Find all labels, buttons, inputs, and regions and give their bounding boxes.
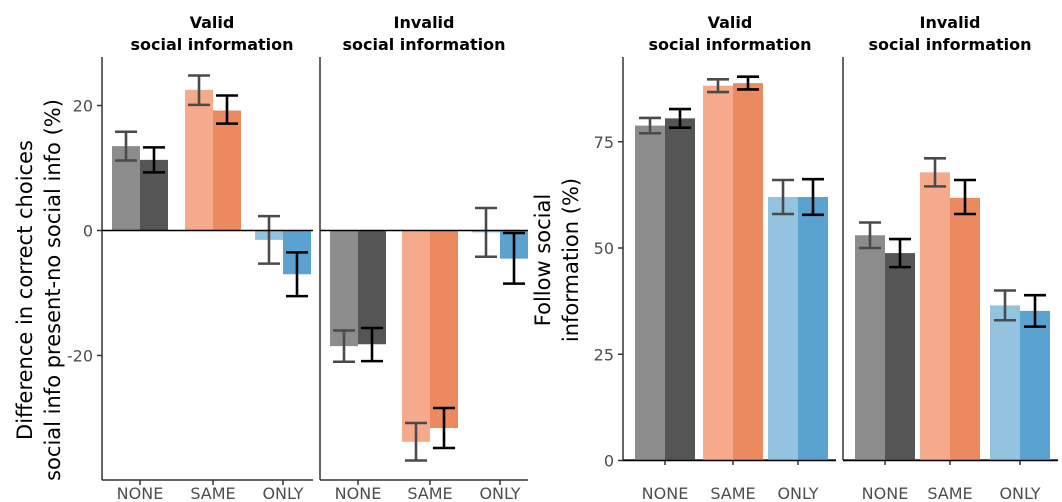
panel-title: social information xyxy=(648,35,811,54)
error-bar xyxy=(889,237,911,269)
panel-title: Valid xyxy=(190,13,235,32)
error-bar xyxy=(924,157,946,188)
bar-none-light xyxy=(330,230,358,347)
bar-none-dark xyxy=(358,230,386,345)
bar-same-light xyxy=(703,85,733,461)
panel: Valid social information NONE SAME ONLY xyxy=(622,13,836,502)
error-bar xyxy=(405,421,427,462)
error-bar xyxy=(669,107,691,130)
x-tick-label: NONE xyxy=(335,484,382,502)
x-tick-label: NONE xyxy=(642,484,689,502)
y-axis-title: Difference in correct choices xyxy=(13,140,37,440)
error-bar xyxy=(772,178,794,216)
y-tick-label: -20 xyxy=(67,347,93,366)
x-tick-label: NONE xyxy=(117,484,164,502)
error-bar xyxy=(954,178,976,216)
right-chart: Follow social information (%) 0 25 50 75 Valid… xyxy=(531,13,1058,502)
error-bar xyxy=(737,75,759,91)
x-tick-label: ONLY xyxy=(479,484,520,502)
y-tick-label: 25 xyxy=(594,345,614,364)
error-bar xyxy=(216,94,238,125)
bar-same-dark xyxy=(950,197,980,461)
x-tick-label: SAME xyxy=(407,484,452,502)
bar-none-light xyxy=(635,125,665,461)
error-bar xyxy=(994,289,1016,322)
error-bar xyxy=(1024,293,1046,328)
error-bar xyxy=(258,214,280,265)
y-tick-label: 0 xyxy=(83,222,93,241)
error-bar xyxy=(707,77,729,94)
y-tick-label: 20 xyxy=(73,97,93,116)
bar-only-light xyxy=(990,305,1020,461)
bar-same-light xyxy=(920,172,950,461)
bar-same-light xyxy=(185,89,213,231)
error-bar xyxy=(361,326,383,363)
bar-only-dark xyxy=(798,197,828,461)
panel: Invalid social information NONE SAME ONLY xyxy=(319,13,528,502)
x-tick-label: NONE xyxy=(862,484,909,502)
y-tick-label: 0 xyxy=(604,452,614,471)
bar-none-dark xyxy=(665,118,695,461)
panel: Valid social information NONE SAME ONLY xyxy=(101,13,313,502)
bar-same-light xyxy=(402,230,430,442)
bar-none-dark xyxy=(885,253,915,461)
error-bar xyxy=(115,130,137,162)
panel-title: Invalid xyxy=(920,13,981,32)
error-bar xyxy=(286,251,308,298)
y-axis-title: information (%) xyxy=(559,178,583,342)
x-tick-label: ONLY xyxy=(777,484,818,502)
bar-only-dark xyxy=(1020,310,1050,461)
error-bar xyxy=(802,177,824,217)
panel-title: social information xyxy=(130,35,293,54)
y-tick-label: 75 xyxy=(594,133,614,152)
y-tick-label: 50 xyxy=(594,239,614,258)
panel-title: social information xyxy=(342,35,505,54)
left-chart: Difference in correct choices social info… xyxy=(13,13,528,502)
panel-title: Valid xyxy=(708,13,753,32)
panel-title: social information xyxy=(868,35,1031,54)
bar-only-light xyxy=(768,197,798,461)
error-bar xyxy=(859,221,881,250)
bar-same-dark xyxy=(733,83,763,461)
x-tick-label: ONLY xyxy=(999,484,1040,502)
error-bar xyxy=(475,206,497,259)
x-tick-label: SAME xyxy=(927,484,972,502)
error-bar xyxy=(188,74,210,107)
error-bar xyxy=(503,231,525,285)
panel: Invalid social information NONE SAME ONLY xyxy=(842,13,1058,502)
panel-title: Invalid xyxy=(394,13,455,32)
x-tick-label: SAME xyxy=(190,484,235,502)
x-tick-label: ONLY xyxy=(262,484,303,502)
error-bar xyxy=(333,329,355,364)
bar-same-dark xyxy=(430,230,458,428)
y-axis-title: Follow social xyxy=(531,194,555,326)
bar-none-light xyxy=(855,235,885,461)
error-bar xyxy=(143,146,165,174)
error-bar xyxy=(433,406,455,450)
x-tick-label: SAME xyxy=(710,484,755,502)
y-axis-title: social info present-no social info (%) xyxy=(41,99,65,481)
error-bar xyxy=(639,116,661,135)
bar-same-dark xyxy=(213,110,241,231)
